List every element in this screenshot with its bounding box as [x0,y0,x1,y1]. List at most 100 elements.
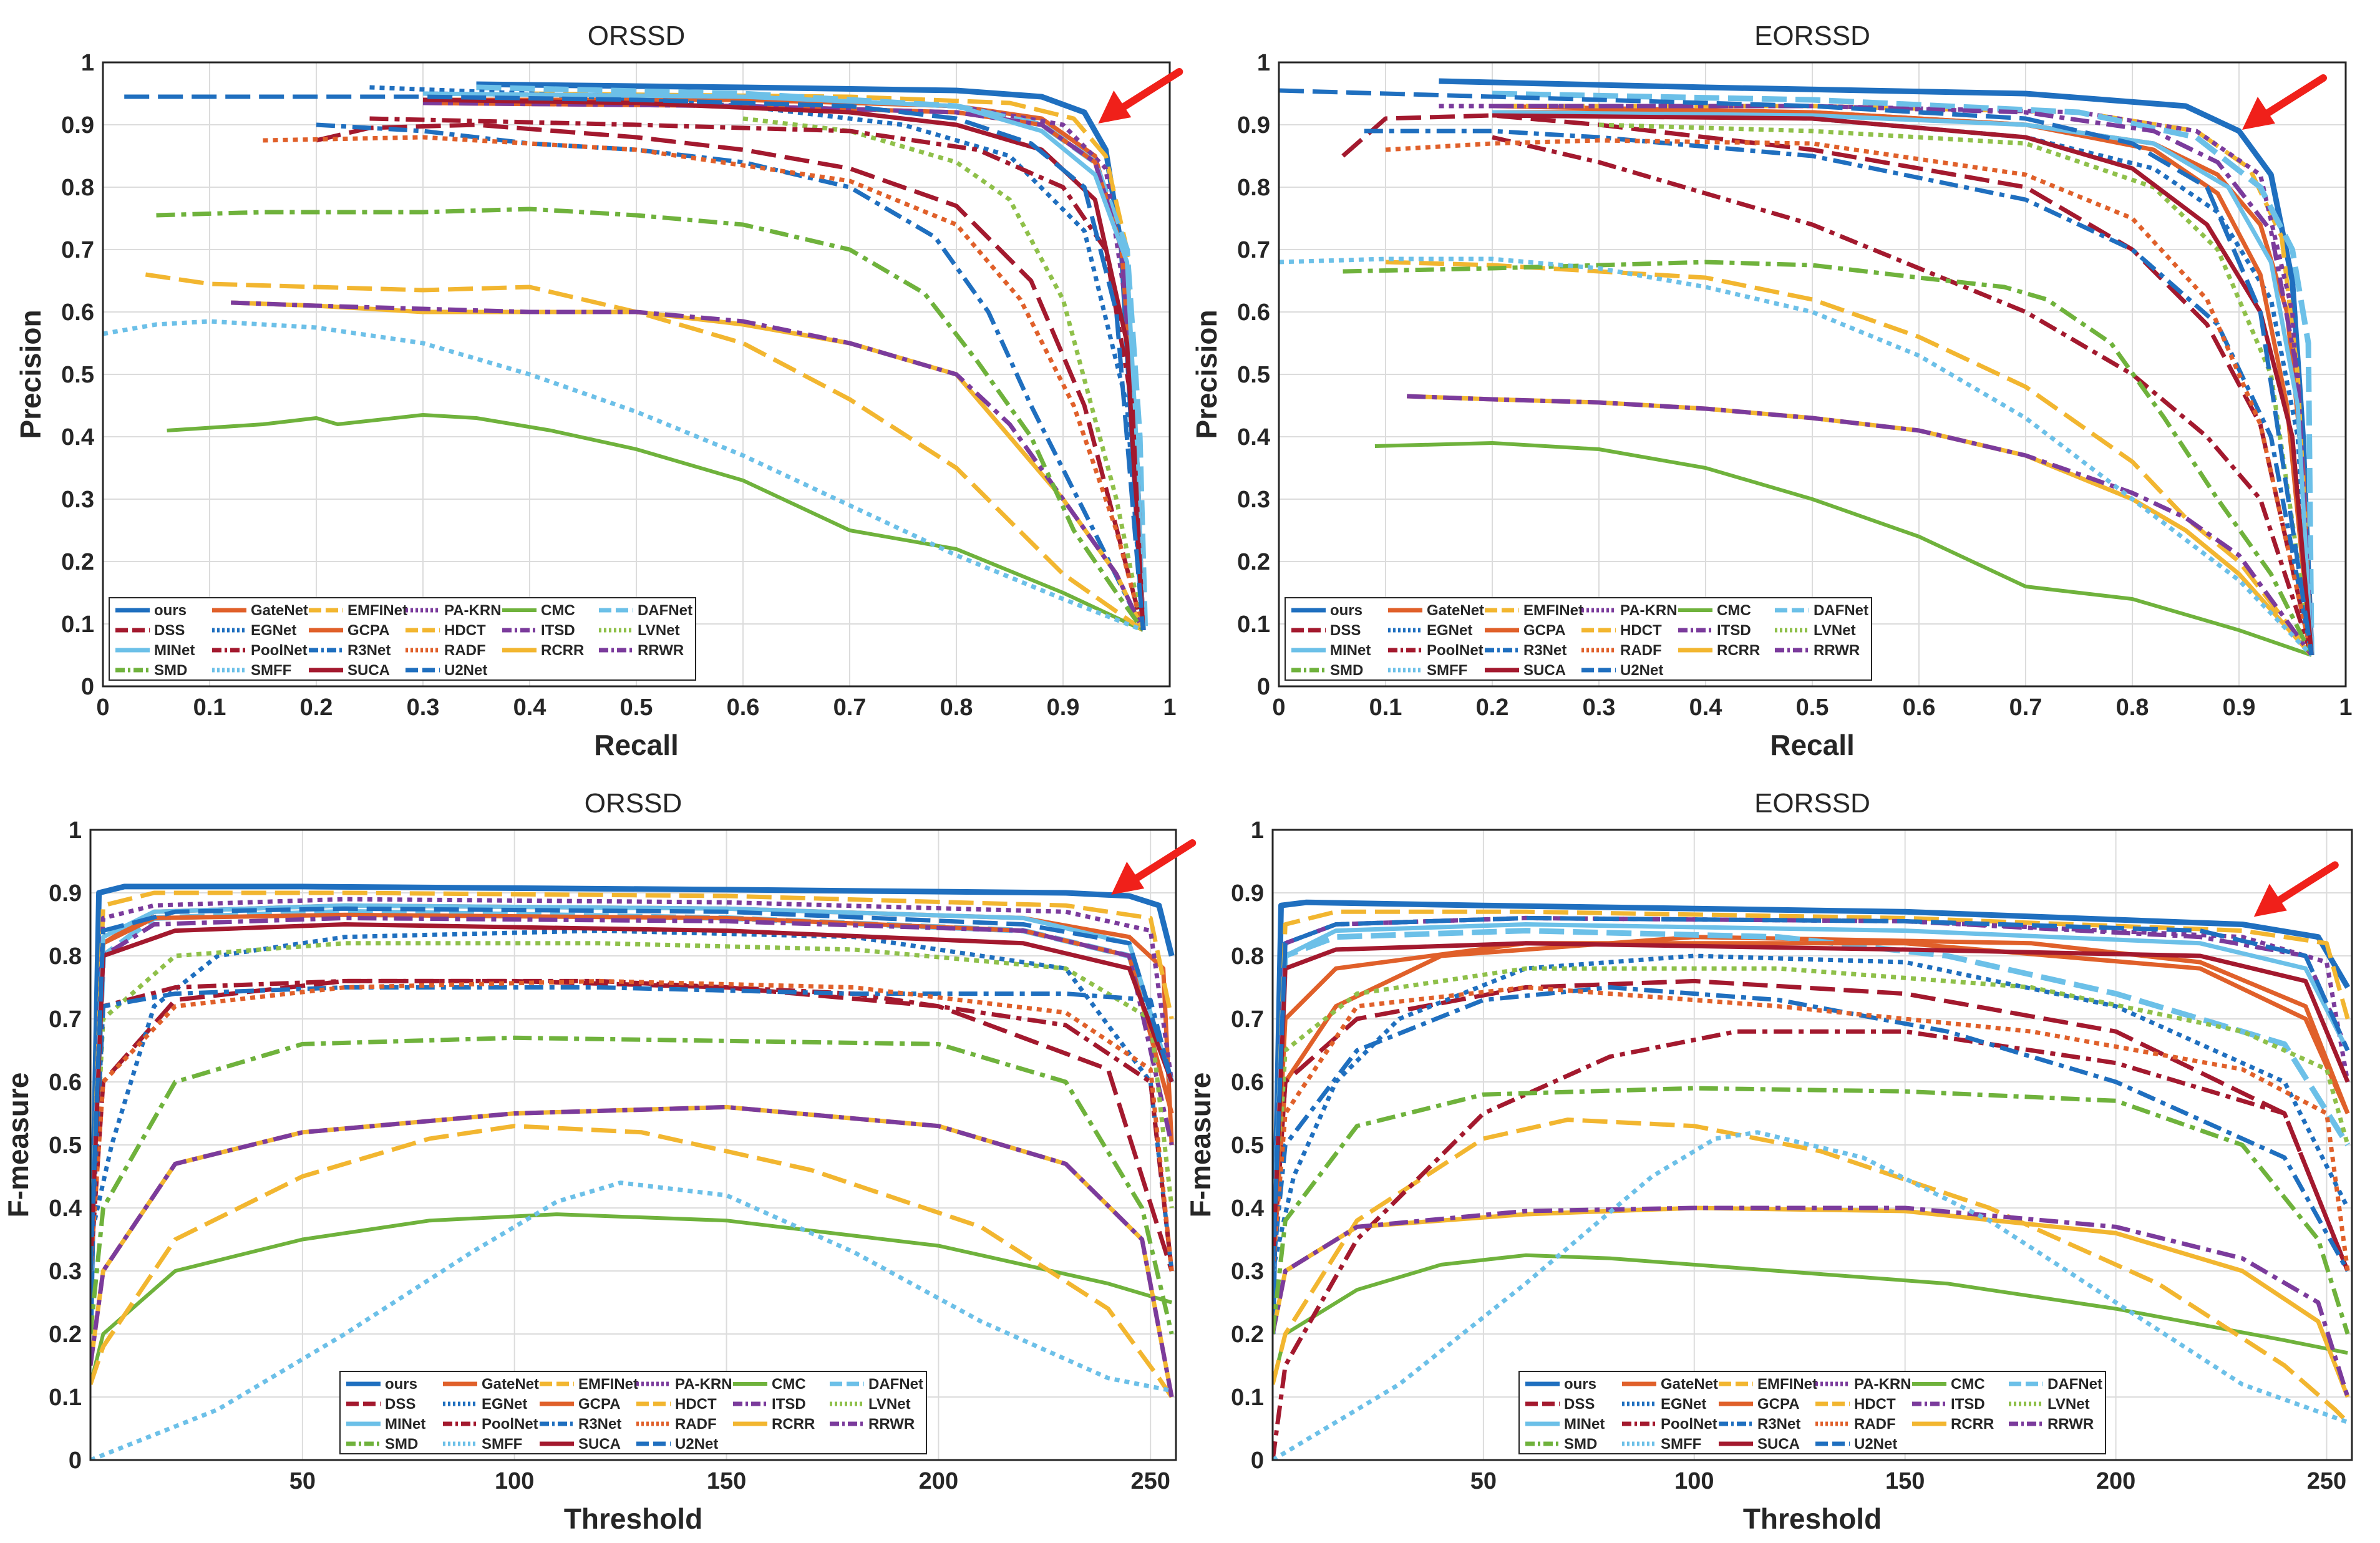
series-line-smff [1273,1130,2349,1460]
series-line-cmc [167,413,1144,632]
series-line-lvnet [1273,966,2350,1272]
legend-label: U2Net [1854,1436,1897,1453]
series-line-rrwr [231,300,1145,631]
legend-label: EMFINet [578,1376,638,1393]
x-tick-label: 0 [96,694,109,721]
y-tick-label: 0.7 [1231,1006,1264,1033]
legend-label: RRWR [638,642,684,659]
y-tick-label: 0 [1257,674,1270,700]
legend-label: SMFF [482,1436,522,1453]
x-tick-label: 0.9 [2223,694,2256,721]
series-line-itsd [1492,104,2314,656]
x-tick-label: 0.3 [1583,694,1616,721]
series-line-emfinet [90,890,1174,1272]
series-line-lvnet [742,116,1145,631]
series-line-gcpa [1492,110,2314,656]
series-line-dss [1341,113,2314,656]
legend-label: SUCA [578,1436,621,1453]
series-line-rrwr [90,1104,1174,1398]
pr-orssd-panel: 0 0.1 0.2 0.3 0.4 0.5 0.6 0.7 0.8 0.9 1 0 0.1 0.2 0.3 0… [14,21,1183,761]
y-tick-label: 0.4 [1231,1195,1264,1222]
highlight-arrow [1111,839,1197,895]
legend-label: MINet [1564,1416,1605,1433]
y-tick-label: 1 [1257,50,1270,76]
y-tick-label: 0.3 [49,1258,82,1285]
x-tick-label: 0.7 [2009,694,2042,721]
series-line-r3net [1273,985,2350,1272]
highlight-arrow [2242,74,2327,130]
plot-frame [1278,61,2347,688]
legend-label: CMC [772,1376,806,1393]
legend-label: LVNet [1814,622,1856,639]
series-line-emfinet [1273,909,2350,1272]
legend-label: EMFINet [1523,602,1583,619]
series-line-rrwr [1273,1205,2350,1398]
legend: ours GateNet EMFINet PA-KRN CMC DAFNet DSS EGNe… [339,1371,927,1454]
y-tick-label: 0.7 [61,237,94,263]
series-line-dafnet [1492,90,2314,656]
series-line-minet [1273,922,2350,1272]
series-line-hdct [1273,1117,2349,1424]
plot-frame [89,829,1177,1461]
series-line-u2net [1273,915,2350,1272]
series-line-gcpa [1273,941,2350,1272]
series-line-r3net [1364,129,2314,656]
legend-label: CMC [541,602,575,619]
highlight-arrow [1098,68,1183,124]
chart-title: ORSSD [588,21,685,51]
legend-label: SMFF [1661,1436,1701,1453]
x-tick-label: 0.5 [620,694,653,721]
x-axis-label: Threshold [1743,1502,1882,1535]
series-line-dss [316,122,1145,631]
series-line-rrwr [1407,394,2314,657]
series-line-radf [1385,138,2314,656]
legend-label: HDCT [444,622,486,639]
legend-label: MINet [154,642,195,659]
y-tick-label: 0.5 [49,1132,82,1159]
legend: ours GateNet EMFINet PA-KRN CMC DAFNet DSS EGNe… [1285,597,1872,681]
x-tick-label: 0.2 [1476,694,1509,721]
legend-label: ours [1330,602,1362,619]
x-tick-label: 0.7 [833,694,867,721]
legend-label: SMFF [251,662,291,679]
x-tick-label: 0.8 [940,694,973,721]
legend-label: PoolNet [482,1416,538,1433]
x-tick-label: 0 [1272,694,1285,721]
legend-label: LVNet [868,1396,911,1413]
legend-label: ours [154,602,187,619]
x-tick-label: 0.9 [1047,694,1080,721]
legend-label: HDCT [1854,1396,1896,1413]
y-tick-label: 0.2 [1237,549,1270,575]
series-line-smff [103,319,1144,633]
y-tick-label: 0.8 [61,175,94,201]
y-axis-label: F-measure [1184,1073,1217,1218]
legend-label: U2Net [675,1436,718,1453]
x-tick-label: 0.3 [407,694,440,721]
series-line-dss [90,978,1174,1272]
x-tick-label: 1 [1163,694,1176,721]
x-tick-label: 150 [707,1468,746,1494]
x-tick-label: 0.4 [1689,694,1722,721]
legend-label: ITSD [541,622,575,639]
y-tick-label: 0.6 [61,299,94,326]
legend-label: ITSD [772,1396,806,1413]
series-group [103,81,1149,633]
y-tick-label: 0 [69,1448,82,1474]
y-tick-label: 0.5 [1231,1132,1264,1159]
legend-label: HDCT [1620,622,1662,639]
legend-label: GCPA [1757,1396,1800,1413]
series-line-dafnet [1273,928,2351,1272]
legend-label: GateNet [1427,602,1484,619]
series-line-radf [263,135,1145,631]
series-group [90,883,1175,1460]
legend-label: ITSD [1951,1396,1985,1413]
y-tick-label: 0.4 [61,424,94,450]
legend-label: SMD [1330,662,1363,679]
series-line-dafnet [476,84,1149,631]
legend-label: U2Net [1620,662,1663,679]
legend-label: SMD [1564,1436,1597,1453]
y-tick-label: 0.2 [61,549,94,575]
series-line-suca [1492,113,2314,656]
y-tick-label: 0.9 [49,880,82,907]
